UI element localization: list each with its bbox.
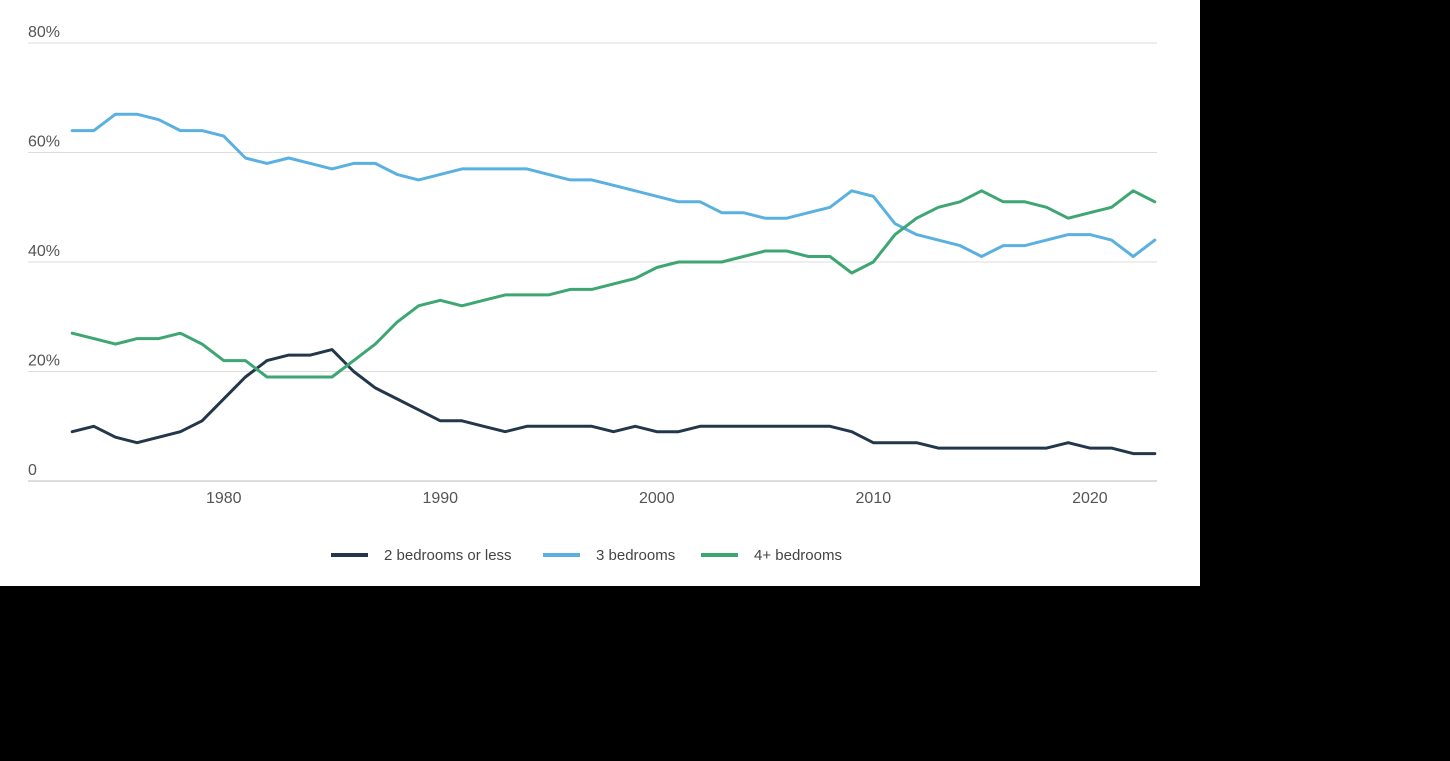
x-tick-label: 2010 (856, 490, 892, 507)
legend: 2 bedrooms or less 3 bedrooms 4+ bedrooms (331, 547, 842, 564)
series-lines (70, 112, 1157, 456)
y-tick-label: 20% (28, 353, 60, 370)
x-tick-label: 1990 (422, 490, 458, 507)
line-chart: 0 20% 40% 60% 80% 1980 1990 2000 2010 2020 2 bed… (28, 24, 1157, 564)
y-tick-label: 0 (28, 462, 37, 479)
legend-label-1: 3 bedrooms (596, 547, 675, 564)
y-tick-label: 40% (28, 243, 60, 260)
x-tick-label: 1980 (206, 490, 242, 507)
y-tick-label: 80% (28, 24, 60, 41)
x-axis-ticks: 1980 1990 2000 2010 2020 (206, 490, 1108, 507)
series-line-1 (70, 112, 1157, 258)
series-line-2 (70, 189, 1157, 379)
x-tick-label: 2020 (1072, 490, 1108, 507)
chart-panel: 0 20% 40% 60% 80% 1980 1990 2000 2010 2020 2 bed… (0, 0, 1200, 586)
legend-label-0: 2 bedrooms or less (384, 547, 512, 564)
y-tick-label: 60% (28, 134, 60, 151)
y-axis-ticks: 0 20% 40% 60% 80% (28, 24, 60, 479)
gridlines (28, 42, 1157, 482)
legend-label-2: 4+ bedrooms (754, 547, 842, 564)
series-line-0 (70, 348, 1157, 456)
x-tick-label: 2000 (639, 490, 675, 507)
